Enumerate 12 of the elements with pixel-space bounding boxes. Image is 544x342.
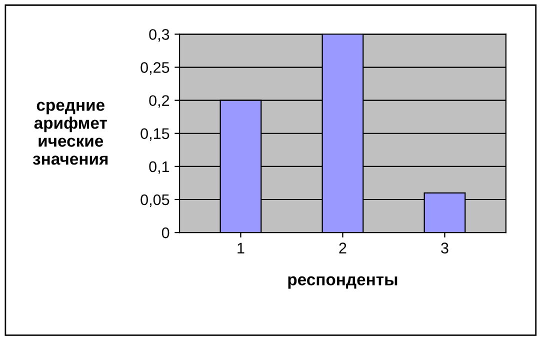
x-tick-label: 2 (339, 242, 346, 254)
y-tick-label: 0,2 (149, 95, 170, 108)
x-tick-label: 3 (441, 242, 448, 254)
y-axis-title: средние арифмет ические значения (32, 102, 108, 165)
y-tick-label: 0,1 (149, 161, 170, 174)
y-tick-label: 0,05 (140, 194, 170, 207)
y-tick-label: 0 (162, 227, 170, 238)
y-tick-label: 0,25 (140, 62, 170, 75)
x-axis-title: респонденты (288, 276, 398, 289)
y-tick-label: 0,15 (140, 128, 170, 141)
x-tick-label: 1 (238, 242, 244, 254)
y-tick-label: 0,3 (149, 29, 170, 42)
